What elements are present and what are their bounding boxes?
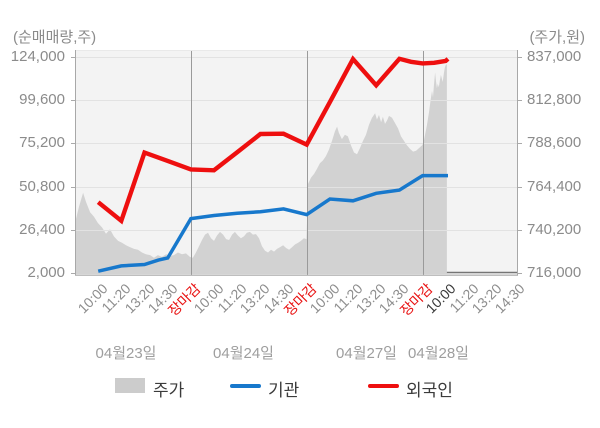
plot-area: [75, 50, 518, 276]
right-axis-caption: (주가,원): [529, 29, 585, 46]
left-axis-tick-label: 26,400: [19, 220, 65, 238]
left-axis-tick-label: 124,000: [10, 48, 65, 65]
right-axis-tick-mark: [518, 57, 522, 58]
x-axis-day-label: 04월27일: [336, 345, 397, 362]
right-axis-tick-label: 764,400: [527, 177, 582, 195]
x-axis-day-label: 04월28일: [408, 345, 469, 362]
legend-label: 주가: [153, 381, 185, 400]
left-axis-tick-label: 2,000: [27, 264, 65, 281]
x-axis-day-label: 04월24일: [213, 345, 274, 362]
left-axis-tick-mark: [71, 100, 75, 102]
right-axis-tick-label: 837,000: [527, 48, 582, 65]
legend-label: 기관: [268, 381, 300, 400]
x-axis-day-label: 04월23일: [95, 345, 157, 362]
right-axis-tick-label: 788,600: [527, 134, 582, 152]
left-axis-tick-mark: [71, 143, 75, 145]
left-axis-tick-label: 50,800: [19, 177, 65, 195]
left-axis-caption: (순매매량,주): [13, 29, 97, 46]
legend-area-swatch: [115, 378, 145, 393]
right-axis-tick-label: 812,800: [527, 91, 582, 109]
legend-line-swatch: [368, 384, 399, 388]
left-axis-tick-mark: [71, 229, 75, 231]
right-axis-tick-mark: [518, 186, 522, 188]
right-axis-tick-mark: [518, 229, 522, 231]
right-axis-tick-mark: [518, 143, 522, 145]
foreigner-line: [96, 55, 450, 225]
left-axis-tick-label: 75,200: [19, 134, 65, 152]
right-axis-tick-mark: [518, 100, 522, 102]
right-axis-tick-mark: [518, 273, 522, 274]
institution-line: [97, 173, 448, 273]
price-area: [75, 64, 447, 274]
legend-line-swatch: [230, 384, 261, 388]
left-axis-tick-label: 99,600: [19, 91, 65, 109]
left-axis-tick-mark: [71, 57, 75, 58]
right-axis-tick-label: 716,000: [527, 264, 582, 281]
legend-label: 외국인: [406, 381, 453, 400]
right-axis-tick-label: 740,200: [527, 220, 582, 238]
left-axis-tick-mark: [71, 273, 75, 274]
left-axis-tick-mark: [71, 186, 75, 188]
